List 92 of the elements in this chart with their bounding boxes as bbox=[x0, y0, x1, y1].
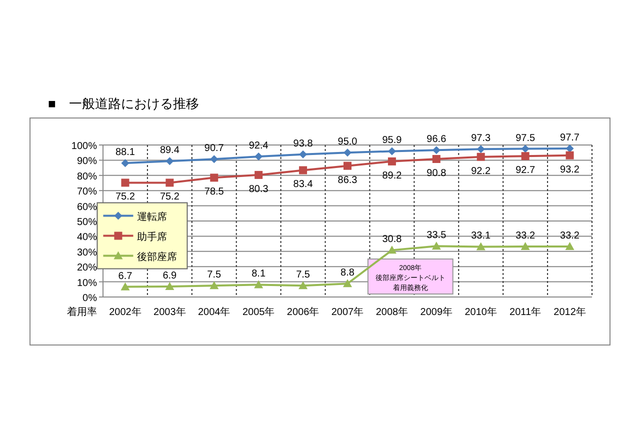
point bbox=[432, 242, 441, 250]
point bbox=[120, 282, 130, 290]
y-tick-label: 90% bbox=[76, 156, 98, 168]
data-label: 8.1 bbox=[252, 268, 266, 280]
point bbox=[432, 154, 440, 163]
data-label: 93.2 bbox=[560, 164, 580, 176]
x-tick-label: 2004年 bbox=[198, 306, 230, 318]
data-label: 33.1 bbox=[471, 230, 492, 242]
x-tick-label: 2003年 bbox=[154, 306, 186, 318]
point bbox=[476, 152, 485, 161]
y-tick-label: 70% bbox=[76, 186, 98, 198]
data-label: 97.3 bbox=[471, 133, 492, 144]
y-tick-label: 60% bbox=[76, 202, 98, 213]
data-label: 78.5 bbox=[204, 186, 224, 198]
point bbox=[166, 178, 174, 187]
point bbox=[254, 280, 264, 288]
y-tick-label: 100% bbox=[71, 141, 98, 152]
data-label: 8.8 bbox=[340, 268, 355, 279]
data-label: 6.7 bbox=[118, 270, 133, 282]
data-label: 75.2 bbox=[160, 192, 180, 203]
point bbox=[254, 152, 263, 161]
point bbox=[521, 144, 530, 153]
data-label: 90.8 bbox=[426, 168, 447, 179]
point bbox=[432, 146, 440, 154]
point bbox=[344, 148, 352, 157]
point bbox=[388, 157, 396, 166]
data-label: 96.6 bbox=[426, 134, 447, 146]
data-label: 75.2 bbox=[115, 192, 136, 203]
data-label: 33.5 bbox=[426, 230, 447, 242]
data-label: 83.4 bbox=[293, 179, 314, 190]
data-label: 90.7 bbox=[204, 143, 224, 154]
x-tick-label: 2006年 bbox=[286, 306, 320, 318]
x-tick-label: 2009年 bbox=[420, 306, 453, 318]
data-label: 80.3 bbox=[248, 184, 269, 195]
data-label: 33.2 bbox=[560, 230, 580, 242]
data-label: 88.1 bbox=[115, 147, 136, 158]
data-label: 86.3 bbox=[338, 174, 358, 186]
point bbox=[476, 145, 485, 154]
point bbox=[210, 174, 218, 182]
point bbox=[299, 150, 308, 158]
point bbox=[166, 157, 174, 166]
point bbox=[344, 162, 352, 170]
x-tick-label: 2005年 bbox=[242, 306, 275, 318]
point bbox=[566, 151, 574, 160]
data-label: 89.4 bbox=[160, 145, 180, 156]
point bbox=[298, 281, 308, 290]
x-tick-label: 2011年 bbox=[510, 306, 542, 318]
data-label: 92.2 bbox=[471, 166, 492, 177]
y-tick-label: 40% bbox=[76, 232, 98, 244]
y-tick-label: 80% bbox=[76, 171, 98, 182]
point bbox=[566, 144, 574, 152]
legend-label: 運転席 bbox=[137, 210, 168, 223]
point bbox=[254, 170, 263, 179]
point bbox=[565, 242, 574, 250]
data-label: 92.4 bbox=[248, 140, 269, 152]
point bbox=[521, 152, 530, 160]
y-tick-label: 20% bbox=[76, 262, 98, 274]
point bbox=[165, 282, 174, 290]
data-label: 92.7 bbox=[516, 165, 536, 176]
point bbox=[476, 242, 486, 250]
data-label: 95.0 bbox=[338, 136, 358, 148]
point bbox=[520, 242, 530, 250]
data-label: 95.9 bbox=[382, 135, 402, 146]
legend-label: 後部座席 bbox=[137, 250, 178, 263]
data-label: 97.7 bbox=[560, 132, 580, 144]
point bbox=[299, 166, 308, 174]
chart-title: ■ 一般道路における推移 bbox=[48, 96, 199, 111]
x-tick-label: 2002年 bbox=[109, 306, 142, 318]
x-axis-title: 着用率 bbox=[67, 306, 97, 318]
data-label: 93.8 bbox=[293, 138, 314, 150]
point bbox=[343, 279, 352, 288]
data-label: 97.5 bbox=[516, 132, 536, 144]
x-tick-label: 2010年 bbox=[464, 306, 497, 318]
x-tick-label: 2012年 bbox=[554, 306, 586, 318]
point bbox=[388, 147, 396, 156]
y-tick-label: 0% bbox=[82, 293, 98, 304]
point bbox=[210, 155, 218, 164]
y-tick-label: 10% bbox=[76, 278, 98, 289]
data-label: 7.5 bbox=[207, 270, 222, 281]
point bbox=[121, 159, 130, 168]
data-label: 7.5 bbox=[296, 270, 310, 281]
data-label: 33.2 bbox=[516, 230, 536, 242]
y-tick-label: 50% bbox=[76, 217, 98, 228]
y-tick-label: 30% bbox=[76, 247, 98, 258]
data-label: 6.9 bbox=[162, 270, 178, 282]
x-tick-label: 2007年 bbox=[331, 306, 364, 318]
data-label: 30.8 bbox=[382, 234, 402, 246]
x-tick-label: 2008年 bbox=[376, 306, 408, 318]
point bbox=[121, 178, 130, 187]
legend-label: 助手席 bbox=[137, 230, 168, 243]
data-label: 89.2 bbox=[382, 170, 402, 182]
point bbox=[210, 281, 219, 290]
